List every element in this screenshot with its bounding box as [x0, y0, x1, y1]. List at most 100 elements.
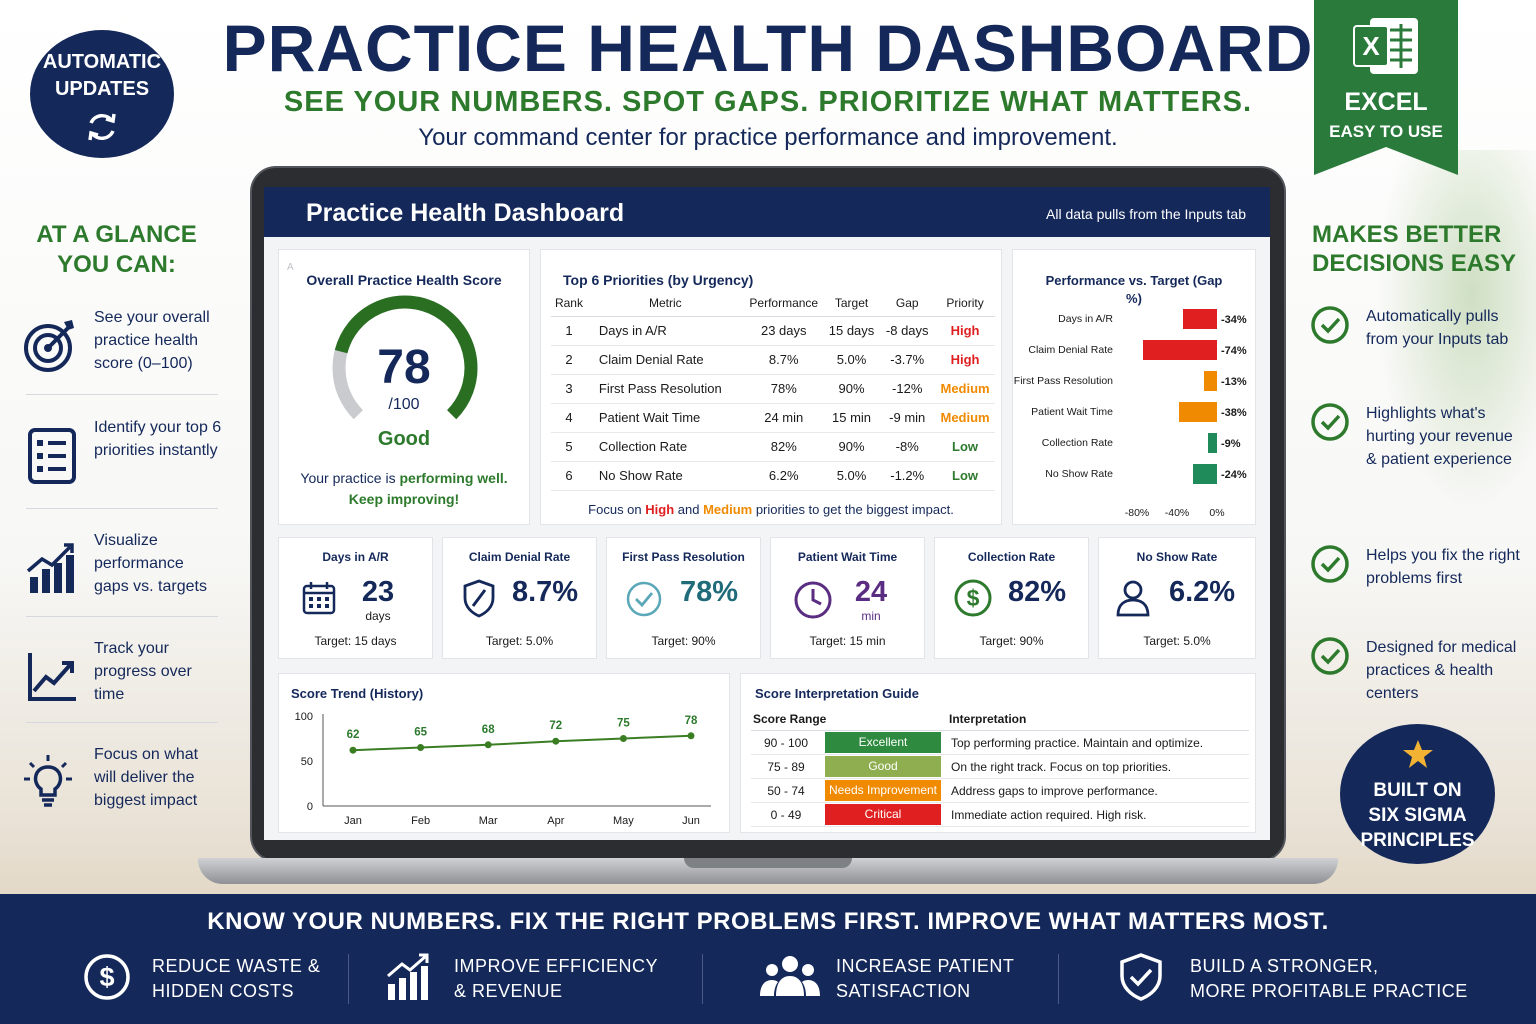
divider [702, 954, 703, 1004]
dashboard-title: Practice Health Dashboard [306, 199, 625, 227]
kpi-title: First Pass Resolution [622, 550, 745, 564]
guide-range: 50 - 74 [767, 784, 805, 798]
svg-text:$: $ [967, 585, 980, 611]
left-item-score: See your overall practice health score (… [22, 306, 222, 406]
guide-row: 50 - 74 Needs Improvement Address gaps t… [751, 779, 1249, 803]
chart-title: Performance vs. Target (Gap %) [1013, 272, 1255, 308]
subtitle: Your command center for practice perform… [418, 124, 1118, 151]
heading-line: AT A GLANCE [36, 221, 197, 248]
kpi-tile: Patient Wait Time 24 min Target: 15 min [770, 537, 925, 659]
benefit-text: REDUCE WASTE & HIDDEN COSTS [152, 954, 320, 1004]
bottom-band [0, 894, 1536, 1024]
bar-category-label: Days in A/R [1058, 313, 1113, 325]
benefit-line: SATISFACTION [836, 981, 971, 1001]
kpi-tile: Collection Rate $ 82% Target: 90% [934, 537, 1089, 659]
bar [1208, 433, 1217, 453]
growth-chart-icon [387, 953, 429, 1000]
guide-label: Critical [825, 804, 941, 825]
col-gap: Gap [879, 290, 936, 317]
priorities-title: Top 6 Priorities (by Urgency) [563, 272, 754, 288]
bar [1204, 371, 1217, 391]
kpi-value: 78% [679, 576, 739, 608]
guide-col-range: Score Range [753, 712, 827, 726]
check-circle-icon [626, 581, 662, 617]
guide-col-interpretation: Interpretation [949, 712, 1027, 726]
bar [1179, 402, 1217, 422]
left-item-text: Identify your top 6 priorities instantly [94, 419, 222, 459]
bar-category-label: Claim Denial Rate [1028, 344, 1113, 356]
svg-text:$: $ [99, 962, 114, 992]
automatic-updates-badge: AUTOMATIC UPDATES [30, 30, 174, 158]
col-rank: Rank [551, 290, 587, 317]
priorities-card: Top 6 Priorities (by Urgency) Rank Metri… [540, 249, 1002, 525]
right-panel-heading: MAKES BETTER DECISIONS EASY [1312, 220, 1522, 278]
cell-performance: 78% [743, 374, 824, 404]
guide-interpretation: Address gaps to improve performance. [951, 784, 1158, 798]
badge-line: PRINCIPLES [1360, 830, 1475, 851]
x-tick-label: Feb [411, 815, 430, 827]
cell-priority: Medium [935, 374, 995, 404]
badge-line: AUTOMATIC [42, 51, 162, 73]
tagline: SEE YOUR NUMBERS. SPOT GAPS. PRIORITIZE … [283, 86, 1253, 118]
y-tick-label: 50 [301, 756, 313, 768]
kpi-value: 82% [1007, 576, 1067, 608]
kpi-title: No Show Rate [1136, 550, 1218, 564]
gauge-fill [334, 295, 478, 420]
interpretation-guide-card: Score Interpretation Guide Score Range I… [740, 673, 1256, 833]
lightbulb-icon [24, 755, 72, 807]
bar-value-label: -74% [1221, 345, 1247, 357]
trend-title: Score Trend (History) [291, 686, 424, 701]
table-row: 6 No Show Rate 6.2% 5.0% -1.2% Low [551, 461, 995, 491]
kpi-title: Collection Rate [967, 550, 1056, 564]
checklist-icon [28, 428, 76, 484]
x-tick-label: -80% [1125, 507, 1150, 519]
kpi-value-block: 6.2% [1157, 576, 1247, 609]
benefit-line: INCREASE PATIENT [836, 956, 1015, 976]
cell-priority: Low [935, 461, 995, 491]
guide-row: 90 - 100 Excellent Top performing practi… [751, 731, 1249, 755]
cell-rank: 3 [551, 374, 587, 404]
six-sigma-badge: BUILT ON SIX SIGMA PRINCIPLES [1340, 724, 1495, 864]
divider [348, 954, 349, 1004]
cell-metric: Days in A/R [586, 316, 744, 346]
bar-value-label: -9% [1221, 438, 1241, 450]
plant-backdrop [1376, 150, 1536, 510]
guide-title: Score Interpretation Guide [755, 686, 919, 701]
right-item-text: Highlights what's hurting your revenue &… [1366, 405, 1513, 468]
bar [1183, 309, 1217, 329]
benefit-line: IMPROVE EFFICIENCY [454, 956, 659, 976]
kpi-value-block: 78% [669, 576, 749, 609]
people-icon [760, 956, 820, 996]
dashboard-screen: Practice Health Dashboard All data pulls… [264, 187, 1270, 840]
right-item-text: Designed for medical practices & health … [1366, 639, 1517, 702]
cell-metric: First Pass Resolution [586, 374, 744, 404]
cell-target: 15 days [823, 316, 880, 346]
divider [26, 508, 218, 509]
cell-metric: Patient Wait Time [586, 403, 744, 433]
benefit-line: REDUCE WASTE & [152, 956, 321, 976]
bar-chart-icon [26, 543, 74, 593]
kpi-tile: Days in A/R 23 days Target: 15 days [278, 537, 433, 659]
benefit-line: & REVENUE [454, 981, 563, 1001]
check-circle-icon [1311, 545, 1349, 583]
kpi-tile: First Pass Resolution 78% Target: 90% [606, 537, 761, 659]
target-icon [24, 320, 74, 372]
y-tick-label: 0 [307, 801, 313, 813]
cell-rank: 1 [551, 316, 587, 346]
bar-category-label: No Show Rate [1045, 468, 1113, 480]
trend-line-icon [28, 653, 76, 701]
score-max: /100 [388, 396, 420, 413]
kpi-value: 24 [854, 576, 888, 608]
table-row: 5 Collection Rate 82% 90% -8% Low [551, 432, 995, 462]
x-tick-label: Jan [344, 815, 362, 827]
cell-metric: Claim Denial Rate [586, 345, 744, 375]
data-label: 62 [347, 729, 360, 741]
benefit-text: INCREASE PATIENT SATISFACTION [836, 954, 1014, 1004]
kpi-value: 6.2% [1168, 576, 1236, 608]
kpi-value: 23 [361, 576, 395, 608]
heading-line: DECISIONS EASY [1312, 250, 1517, 277]
left-panel-heading: AT A GLANCE YOU CAN: [14, 220, 219, 280]
msg-text: Your practice is [300, 470, 400, 486]
cell-target: 90% [823, 374, 880, 404]
x-tick-label: Jun [682, 815, 700, 827]
